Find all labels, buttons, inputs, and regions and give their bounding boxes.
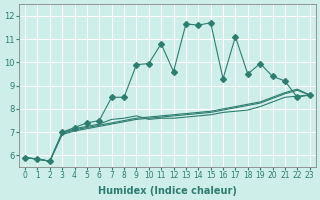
X-axis label: Humidex (Indice chaleur): Humidex (Indice chaleur) [98,186,237,196]
